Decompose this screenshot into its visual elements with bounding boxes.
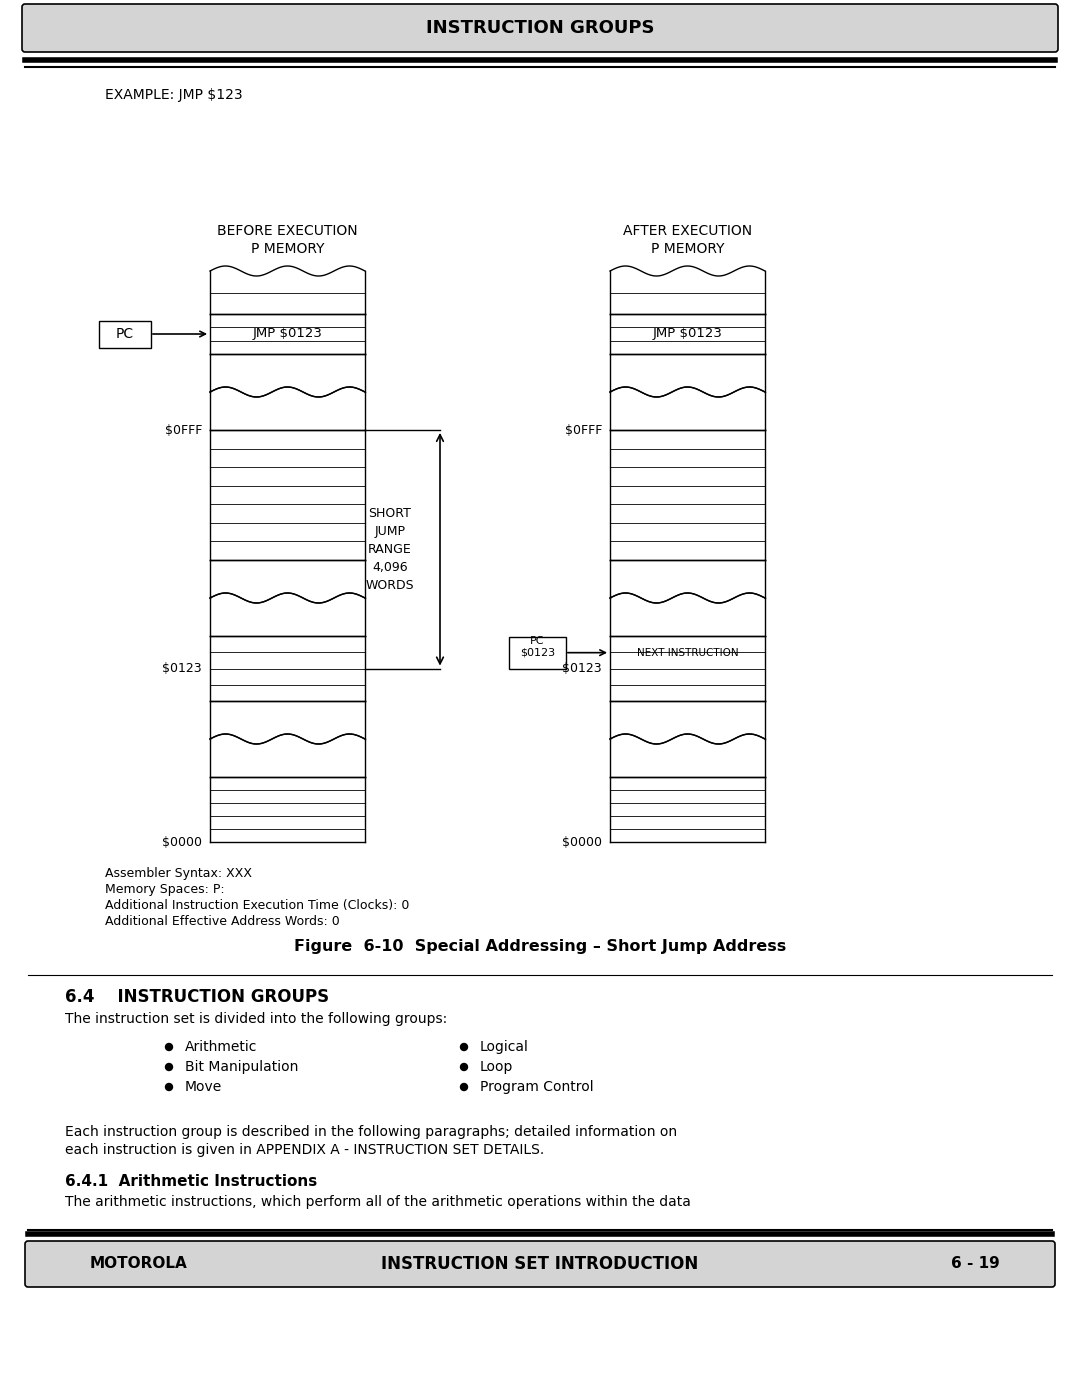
- Text: Additional Instruction Execution Time (Clocks): 0: Additional Instruction Execution Time (C…: [105, 900, 409, 912]
- Text: The instruction set is divided into the following groups:: The instruction set is divided into the …: [65, 1011, 447, 1025]
- Text: JMP $0123: JMP $0123: [253, 327, 323, 341]
- Text: P MEMORY: P MEMORY: [651, 242, 725, 256]
- Text: $0123: $0123: [162, 662, 202, 675]
- Text: Logical: Logical: [480, 1039, 529, 1053]
- Text: P MEMORY: P MEMORY: [251, 242, 324, 256]
- Text: AFTER EXECUTION: AFTER EXECUTION: [623, 224, 752, 237]
- Text: SHORT
JUMP
RANGE
4,096
WORDS: SHORT JUMP RANGE 4,096 WORDS: [366, 507, 415, 592]
- Circle shape: [460, 1063, 468, 1070]
- Text: EXAMPLE: JMP $123: EXAMPLE: JMP $123: [105, 88, 243, 102]
- Circle shape: [165, 1084, 173, 1091]
- Text: Each instruction group is described in the following paragraphs; detailed inform: Each instruction group is described in t…: [65, 1125, 677, 1139]
- Circle shape: [460, 1044, 468, 1051]
- Text: JMP $0123: JMP $0123: [652, 327, 723, 341]
- Text: each instruction is given in APPENDIX A - INSTRUCTION SET DETAILS.: each instruction is given in APPENDIX A …: [65, 1143, 544, 1157]
- Text: $0000: $0000: [162, 835, 202, 848]
- Text: Figure  6-10  Special Addressing – Short Jump Address: Figure 6-10 Special Addressing – Short J…: [294, 940, 786, 954]
- Text: MOTOROLA: MOTOROLA: [90, 1256, 188, 1271]
- Text: The arithmetic instructions, which perform all of the arithmetic operations with: The arithmetic instructions, which perfo…: [65, 1194, 691, 1208]
- Text: PC: PC: [116, 327, 134, 341]
- Text: BEFORE EXECUTION: BEFORE EXECUTION: [217, 224, 357, 237]
- Text: Assembler Syntax: XXX: Assembler Syntax: XXX: [105, 868, 252, 880]
- Text: Arithmetic: Arithmetic: [185, 1039, 257, 1053]
- Text: 6.4.1  Arithmetic Instructions: 6.4.1 Arithmetic Instructions: [65, 1175, 318, 1189]
- Text: 6 - 19: 6 - 19: [951, 1256, 1000, 1271]
- Text: $0FFF: $0FFF: [565, 423, 602, 436]
- Text: INSTRUCTION SET INTRODUCTION: INSTRUCTION SET INTRODUCTION: [381, 1255, 699, 1273]
- Text: Memory Spaces: P:: Memory Spaces: P:: [105, 883, 225, 895]
- Text: Bit Manipulation: Bit Manipulation: [185, 1060, 298, 1074]
- Text: Move: Move: [185, 1080, 222, 1094]
- Text: $0000: $0000: [562, 835, 602, 848]
- Text: Program Control: Program Control: [480, 1080, 594, 1094]
- FancyBboxPatch shape: [25, 1241, 1055, 1287]
- Text: NEXT INSTRUCTION: NEXT INSTRUCTION: [637, 648, 739, 658]
- Text: $0123: $0123: [563, 662, 602, 675]
- Circle shape: [165, 1063, 173, 1070]
- Text: PC: PC: [530, 636, 544, 645]
- Text: $0123: $0123: [519, 648, 555, 658]
- FancyBboxPatch shape: [22, 4, 1058, 52]
- Text: Loop: Loop: [480, 1060, 513, 1074]
- Text: Additional Effective Address Words: 0: Additional Effective Address Words: 0: [105, 915, 340, 928]
- FancyBboxPatch shape: [509, 637, 566, 669]
- FancyBboxPatch shape: [99, 320, 151, 348]
- Circle shape: [460, 1084, 468, 1091]
- Text: INSTRUCTION GROUPS: INSTRUCTION GROUPS: [426, 20, 654, 36]
- Text: $0FFF: $0FFF: [164, 423, 202, 436]
- Text: 6.4    INSTRUCTION GROUPS: 6.4 INSTRUCTION GROUPS: [65, 988, 329, 1006]
- Circle shape: [165, 1044, 173, 1051]
